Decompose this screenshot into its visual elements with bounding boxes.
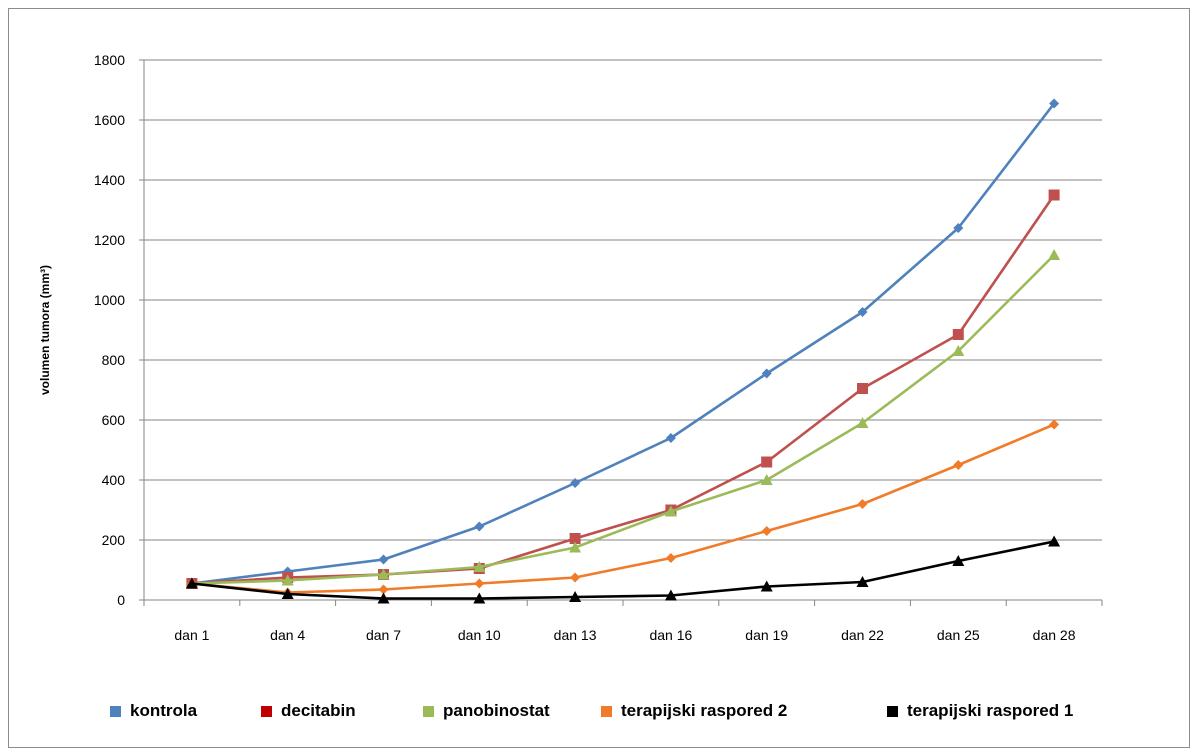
y-tick-label: 400 xyxy=(102,472,126,488)
data-point xyxy=(570,572,581,583)
x-tick-label: dan 28 xyxy=(1033,627,1076,643)
data-point xyxy=(953,460,964,470)
legend-label: terapijski raspored 1 xyxy=(907,701,1074,720)
series-1 xyxy=(186,98,1060,589)
y-axis-label: volumen tumora (mm³) xyxy=(38,265,52,395)
x-tick-label: dan 10 xyxy=(458,627,501,643)
y-tick-labels: 0 200 400 600 800 1000 1200 1400 1600 1800 xyxy=(94,52,125,608)
x-tick-label: dan 25 xyxy=(937,627,980,643)
series-line xyxy=(191,540,1055,600)
axes xyxy=(139,59,1103,606)
data-point xyxy=(665,433,676,443)
data-point xyxy=(952,329,964,340)
data-point xyxy=(856,576,869,587)
series-line xyxy=(191,254,1056,585)
legend-item: kontrola xyxy=(110,701,197,721)
data-point xyxy=(474,578,485,589)
legend: kontrola decitabin panobinostat terapijski … xyxy=(0,701,1200,725)
y-tick-label: 1200 xyxy=(94,232,125,248)
data-point xyxy=(473,592,486,604)
gridlines xyxy=(144,59,1102,541)
y-tick-label: 1400 xyxy=(94,172,125,188)
data-point xyxy=(1048,249,1061,260)
data-point xyxy=(857,499,868,509)
data-point xyxy=(761,456,773,468)
y-tick-label: 0 xyxy=(117,592,125,608)
data-point xyxy=(1049,419,1060,430)
data-point xyxy=(952,345,965,356)
y-tick-label: 1600 xyxy=(94,112,125,128)
data-point xyxy=(185,577,198,589)
data-point xyxy=(569,591,582,602)
x-tick-labels: dan 1 dan 4 dan 7 dan 10 dan 13 dan 16 dan 19 d… xyxy=(174,627,1075,643)
legend-item: terapijski raspored 2 xyxy=(601,701,787,721)
legend-item: decitabin xyxy=(261,701,356,721)
data-point xyxy=(474,521,485,532)
x-tick-label: dan 19 xyxy=(745,627,788,643)
data-point xyxy=(952,555,965,566)
legend-swatch xyxy=(601,705,612,717)
legend-swatch xyxy=(261,705,272,717)
x-tick-label: dan 7 xyxy=(366,627,401,643)
data-point xyxy=(570,478,581,488)
x-tick-label: dan 16 xyxy=(649,627,692,643)
data-point xyxy=(857,383,868,394)
data-point xyxy=(664,589,677,601)
legend-item: terapijski raspored 1 xyxy=(887,701,1073,721)
data-point xyxy=(760,580,773,592)
data-point xyxy=(1049,98,1060,109)
legend-label: kontrola xyxy=(130,701,198,720)
legend-label: panobinostat xyxy=(443,701,550,720)
series-lines xyxy=(185,98,1061,604)
data-point xyxy=(664,505,677,517)
data-point xyxy=(857,307,868,317)
data-point xyxy=(377,592,390,604)
legend-label: terapijski raspored 2 xyxy=(621,701,788,720)
data-point xyxy=(856,417,869,428)
legend-swatch xyxy=(887,705,898,717)
data-point xyxy=(1048,535,1061,547)
data-point xyxy=(1048,189,1060,201)
series-line xyxy=(191,423,1055,594)
y-tick-label: 800 xyxy=(102,352,126,368)
data-point xyxy=(378,584,389,595)
data-point xyxy=(473,561,486,572)
legend-item: panobinostat xyxy=(423,701,550,721)
data-point xyxy=(761,368,772,379)
data-point xyxy=(761,526,772,536)
data-point xyxy=(665,553,676,563)
data-point xyxy=(377,568,390,580)
y-tick-label: 1000 xyxy=(94,292,125,308)
x-tick-label: dan 1 xyxy=(174,627,209,643)
series-line xyxy=(191,102,1056,585)
x-tick-label: dan 13 xyxy=(554,627,597,643)
x-tick-label: dan 4 xyxy=(270,627,305,643)
data-point xyxy=(281,588,294,599)
legend-swatch xyxy=(423,705,434,717)
data-point xyxy=(953,223,964,233)
legend-swatch xyxy=(110,705,121,717)
y-tick-label: 1800 xyxy=(94,52,125,68)
series-3 xyxy=(185,249,1061,589)
y-tick-label: 200 xyxy=(102,532,126,548)
data-point xyxy=(378,554,389,565)
y-tick-label: 600 xyxy=(102,412,126,428)
legend-label: decitabin xyxy=(281,701,356,720)
data-point xyxy=(760,474,773,485)
series-5 xyxy=(185,535,1061,604)
series-4 xyxy=(186,419,1060,598)
x-tick-label: dan 22 xyxy=(841,627,884,643)
series-line xyxy=(191,194,1056,585)
data-point xyxy=(569,533,581,544)
data-point xyxy=(569,541,582,553)
data-point xyxy=(281,574,294,586)
